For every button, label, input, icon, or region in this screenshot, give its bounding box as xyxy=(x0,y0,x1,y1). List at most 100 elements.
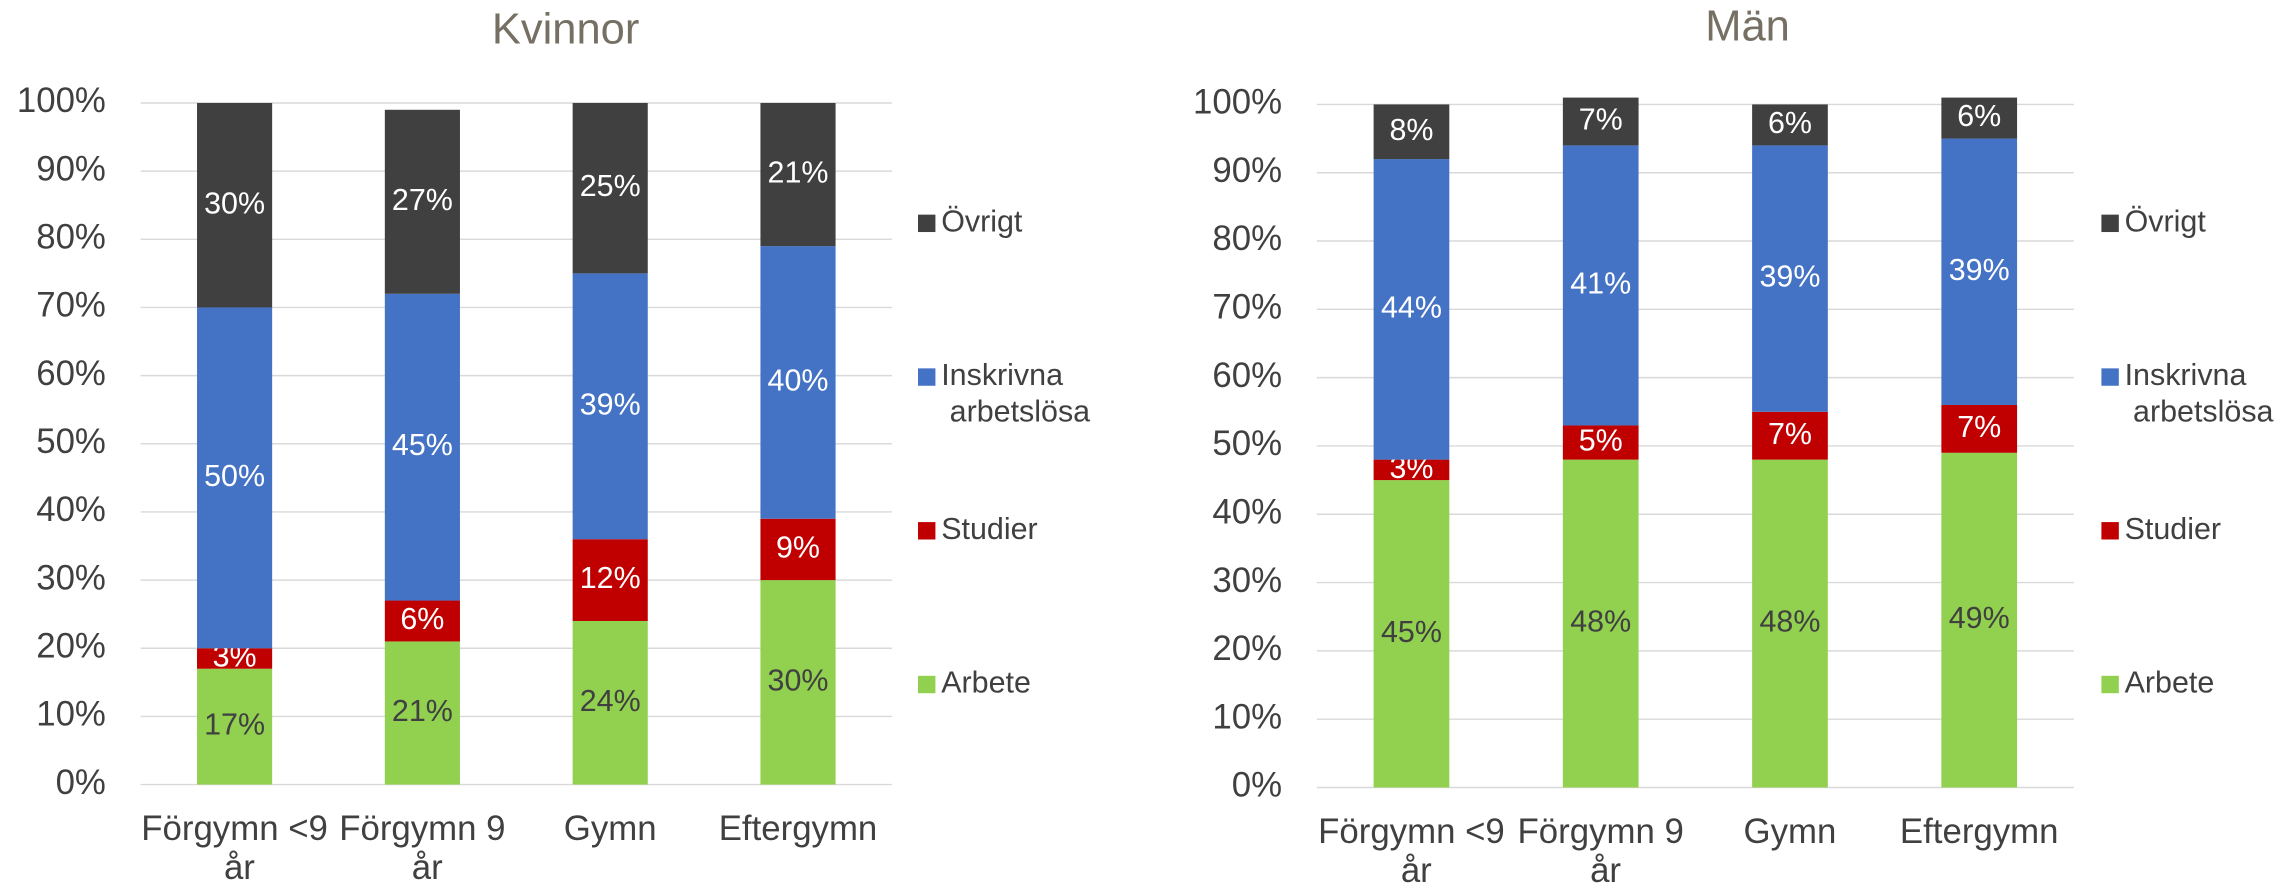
bar-segment xyxy=(1941,452,2018,788)
y-tick-label: 10% xyxy=(36,695,106,734)
bar-segment xyxy=(760,518,836,581)
data-label: 45% xyxy=(392,428,453,462)
legend-label: Studier xyxy=(941,512,1037,546)
chart-title: Män xyxy=(1705,2,1790,50)
legend-swatch xyxy=(2101,368,2119,386)
data-label: 39% xyxy=(1760,260,1821,294)
bar-segment xyxy=(197,102,273,308)
bar-segment xyxy=(1752,411,1828,460)
bar-segment xyxy=(197,668,273,785)
bar-segment xyxy=(1373,480,1450,788)
data-label: 7% xyxy=(1768,417,1812,451)
legend-label: Inskrivna arbetslösa xyxy=(2125,358,2274,428)
legend-swatch xyxy=(2101,214,2119,233)
data-label: 25% xyxy=(580,169,641,203)
bar-segment xyxy=(384,641,460,785)
y-tick-label: 60% xyxy=(1212,356,1282,395)
y-tick-label: 100% xyxy=(1193,83,1282,122)
x-tick-label: Förgymn 9 år xyxy=(339,809,505,887)
data-label: 7% xyxy=(1579,103,1623,137)
y-tick-label: 40% xyxy=(1212,492,1282,531)
data-label: 50% xyxy=(204,459,265,493)
bar-segment xyxy=(572,539,648,621)
data-label: 41% xyxy=(1570,266,1631,300)
data-label: 6% xyxy=(1957,99,2001,133)
y-tick-label: 50% xyxy=(1212,424,1282,463)
bar-segment xyxy=(384,109,460,294)
legend-label: Arbete xyxy=(941,666,1031,700)
bar-segment xyxy=(1373,459,1450,481)
data-label: 9% xyxy=(776,530,820,564)
data-label: 12% xyxy=(580,561,641,595)
x-tick-label: Förgymn 9 år xyxy=(1518,812,1684,889)
data-label: 6% xyxy=(1768,106,1812,140)
legend-swatch xyxy=(918,675,936,694)
bar-segment xyxy=(1752,145,1828,412)
x-tick-label: Gymn xyxy=(564,809,657,848)
data-label: 30% xyxy=(204,186,265,220)
y-tick-label: 70% xyxy=(1212,288,1282,327)
data-label: 44% xyxy=(1381,290,1442,324)
bar-segment xyxy=(760,580,836,785)
data-label: 7% xyxy=(1957,410,2001,444)
x-tick-label: Förgymn <9 år xyxy=(1318,812,1505,889)
data-label: 30% xyxy=(768,663,829,697)
y-tick-label: 90% xyxy=(36,149,106,188)
y-tick-label: 10% xyxy=(1212,697,1282,736)
y-tick-label: 80% xyxy=(36,217,106,256)
y-tick-label: 0% xyxy=(56,763,106,802)
y-tick-label: 80% xyxy=(1212,219,1282,258)
data-label: 27% xyxy=(392,183,453,217)
y-tick-label: 100% xyxy=(17,81,106,120)
data-label: 6% xyxy=(400,602,444,636)
bar-segment xyxy=(384,600,460,642)
bar-segment xyxy=(572,102,648,274)
bar-segment xyxy=(1941,404,2018,453)
bar-segment xyxy=(760,102,836,247)
legend-label: Övrigt xyxy=(941,204,1023,238)
chart-title: Kvinnor xyxy=(492,5,640,53)
data-label: 40% xyxy=(768,363,829,397)
bar-segment xyxy=(1752,104,1828,146)
bar-segment xyxy=(572,273,648,540)
data-label: 8% xyxy=(1389,113,1433,147)
x-tick-label: Förgymn <9 år xyxy=(141,809,328,887)
legend-swatch xyxy=(918,368,936,386)
data-label: 5% xyxy=(1579,424,1623,458)
y-tick-label: 40% xyxy=(36,490,106,529)
bar-segment xyxy=(572,620,648,785)
data-label: 45% xyxy=(1381,615,1442,649)
legend-label: Arbete xyxy=(2125,666,2215,700)
x-tick-label: Gymn xyxy=(1744,812,1837,851)
legend-swatch xyxy=(2101,675,2119,694)
legend-label: Inskrivna arbetslösa xyxy=(941,358,1090,428)
data-label: 21% xyxy=(768,156,829,190)
bar-segment xyxy=(1373,159,1450,460)
x-tick-label: Eftergymn xyxy=(1900,812,2059,851)
y-tick-label: 20% xyxy=(36,626,106,665)
bar-segment xyxy=(197,648,273,669)
bar-segment xyxy=(1562,459,1639,788)
bar-segment xyxy=(384,293,460,601)
bar-segment xyxy=(1941,138,2018,405)
bar-segment xyxy=(1941,97,2018,139)
bar-segment xyxy=(197,307,273,649)
data-label: 39% xyxy=(1949,253,2010,287)
y-tick-label: 60% xyxy=(36,354,106,393)
data-label: 21% xyxy=(392,694,453,728)
y-tick-label: 30% xyxy=(36,558,106,597)
data-label: 48% xyxy=(1570,605,1631,639)
data-label: 17% xyxy=(204,708,265,742)
bar-segment xyxy=(1373,104,1450,160)
y-tick-label: 90% xyxy=(1212,151,1282,190)
legend-swatch xyxy=(2101,522,2119,540)
y-tick-label: 0% xyxy=(1232,766,1282,805)
y-tick-label: 50% xyxy=(36,422,106,461)
legend-label: Övrigt xyxy=(2125,204,2207,238)
y-tick-label: 70% xyxy=(36,286,106,325)
bar-segment xyxy=(760,246,836,519)
data-label: 24% xyxy=(580,684,641,718)
legend-swatch xyxy=(918,214,936,233)
